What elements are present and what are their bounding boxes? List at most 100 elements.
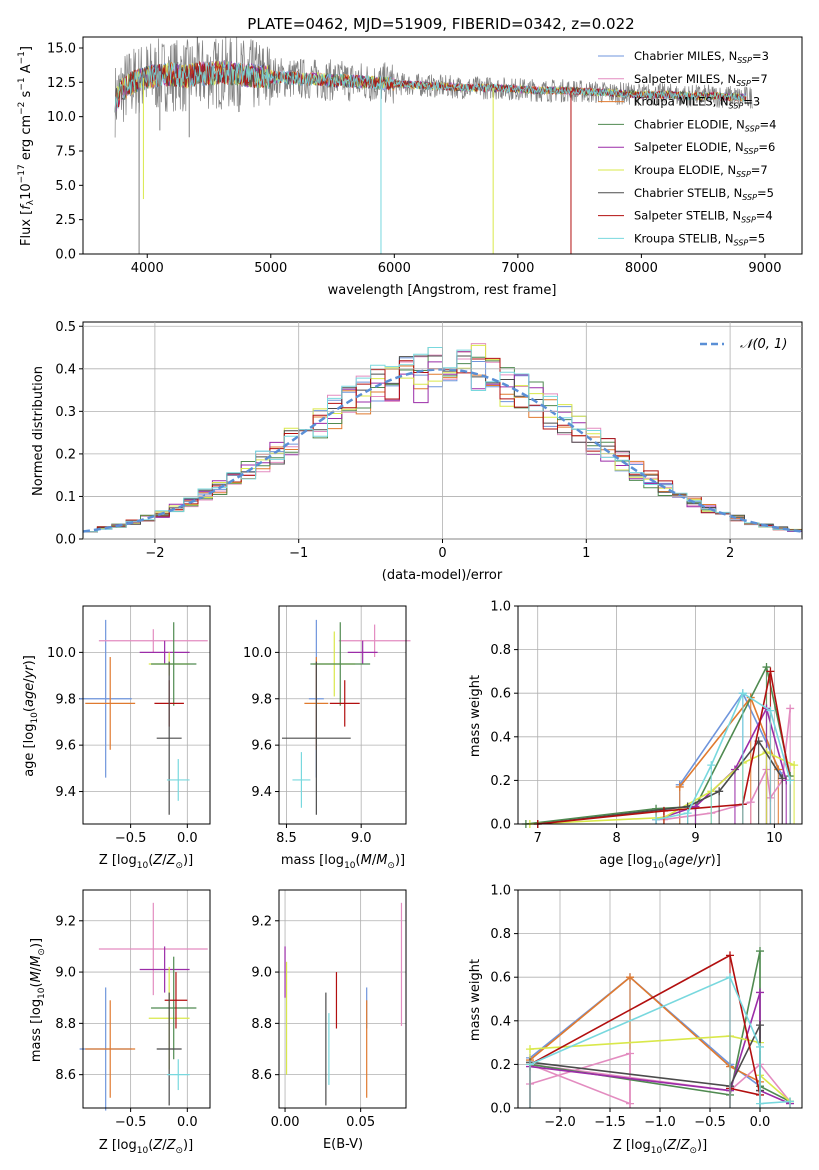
y-tick-label: 0.4: [490, 1014, 511, 1029]
y-tick-label: 9.8: [55, 692, 76, 707]
y-tick-label: 9.6: [251, 739, 272, 754]
y-tick-label: 9.4: [55, 785, 76, 800]
legend-value: =3: [743, 95, 760, 109]
x-tick-label: 0.00: [271, 1115, 300, 1130]
y-tick-label: 9.2: [251, 914, 272, 929]
weight-line-kroupa-elodie: [529, 751, 795, 825]
y-tick-label: 8.8: [251, 1017, 272, 1032]
y-tick-label: 0.4: [490, 730, 511, 745]
spectrum-ylabel: Flux [fλ10−17 erg cm−2 s−1 A−1]: [17, 46, 36, 246]
y-tick-label: 0.0: [55, 248, 76, 263]
x-tick-label: −2.0: [544, 1115, 576, 1130]
x-tick-label: 7000: [501, 261, 534, 276]
spectrum-title: PLATE=0462, MJD=51909, FIBERID=0342, z=0…: [247, 15, 634, 33]
legend-label: Kroupa STELIB, NSSP=5: [634, 231, 765, 247]
y-tick-label: 10.0: [47, 646, 76, 661]
y-tick-label: 9.0: [55, 966, 76, 981]
y-tick-label: 9.6: [55, 739, 76, 754]
y-tick-label: 0.0: [490, 818, 511, 833]
x-tick-label: −1.5: [594, 1115, 626, 1130]
legend-subscript: SSP: [734, 238, 749, 247]
legend-label: Chabrier STELIB, NSSP=5: [634, 186, 774, 202]
y-tick-label: 0.2: [490, 774, 511, 789]
y-tick-label: 8.6: [55, 1068, 76, 1083]
age-vs-z-ylabel: age [log10(age/yr)]: [22, 655, 40, 777]
y-tick-label: 1.0: [490, 884, 511, 899]
weight-vs-z-panel-frame: [517, 889, 803, 1109]
spectrum-frame: [82, 36, 803, 255]
spectrum-plot-area: [114, 37, 753, 254]
x-tick-label: 0.0: [750, 1115, 771, 1130]
y-tick-label: 9.0: [251, 966, 272, 981]
weight-line-chabrier-miles: [529, 976, 761, 1087]
y-tick-label: 5.0: [55, 179, 76, 194]
y-tick-label: 9.4: [251, 785, 272, 800]
x-tick-label: 5000: [254, 261, 287, 276]
x-tick-label: −1: [289, 546, 308, 561]
x-tick-label: 4000: [131, 261, 164, 276]
spectrum-xlabel: wavelength [Angstrom, rest frame]: [328, 283, 557, 298]
legend-value: =7: [751, 163, 768, 177]
y-tick-label: 7.5: [55, 144, 76, 159]
mass-vs-ebv-panel: 0.00 0.05 8.6 8.8 9.0 9.2: [251, 889, 407, 1130]
age-vs-z-panel: −0.5 0.0 9.4 9.6 9.8 10.0: [47, 605, 211, 846]
age-vs-z-panel-frame: [82, 605, 211, 825]
x-tick-label: 7: [534, 831, 542, 846]
weight-line-kroupa-stelib: [655, 692, 791, 821]
y-tick-label: 8.6: [251, 1068, 272, 1083]
mass-vs-z-ylabel: mass [log10(M/M⊙)]: [29, 938, 47, 1062]
y-tick-label: 8.8: [55, 1017, 76, 1032]
spectrum-panel: PLATE=0462, MJD=51909, FIBERID=0342, z=0…: [17, 15, 803, 298]
x-tick-label: 8: [612, 831, 620, 846]
y-tick-label: 0.0: [490, 1102, 511, 1117]
legend-value: =6: [758, 140, 775, 154]
x-tick-label: 2: [726, 546, 734, 561]
legend-label: Chabrier MILES, NSSP=3: [634, 49, 769, 65]
x-tick-label: 0: [438, 546, 446, 561]
weight-vs-z-panel: −2.0 −1.5 −1.0 −0.5 0.0 0.0 0.2 0.4 0.6 0.8 1.0: [490, 884, 803, 1130]
age-vs-mass-xlabel: mass [log10(M/M⊙)]: [281, 853, 405, 871]
y-tick-label: 15.0: [47, 41, 76, 56]
mass-vs-z-xlabel: Z [log10(Z/Z⊙)]: [99, 1138, 193, 1156]
y-tick-label: 9.2: [55, 914, 76, 929]
legend-value: =3: [752, 49, 769, 63]
legend-label: Salpeter STELIB, NSSP=4: [634, 209, 773, 225]
x-tick-label: −2: [145, 546, 164, 561]
weight-vs-age-panel-frame: [517, 605, 803, 825]
y-tick-label: 0.6: [490, 971, 511, 986]
legend-value: =5: [757, 186, 774, 200]
y-tick-label: 0.0: [55, 533, 76, 548]
x-tick-label: 9.0: [351, 831, 372, 846]
residual-panel: −2 −1 0 1 2 0.0 0.1 0.2 0.3 0.4 0.5 (data-model)/e…: [31, 320, 803, 583]
y-tick-label: 2.5: [55, 213, 76, 228]
x-tick-label: −0.5: [694, 1115, 726, 1130]
spectrum-lines: [114, 37, 753, 254]
legend-value: =4: [760, 117, 777, 131]
x-tick-label: 0.0: [177, 1115, 198, 1130]
weight-line-kroupa-miles: [529, 976, 761, 1083]
weight-vs-age-ylabel: mass weight: [468, 675, 483, 757]
x-tick-label: 1: [582, 546, 590, 561]
y-tick-label: 10.0: [243, 646, 272, 661]
spectrum-legend: Chabrier MILES, NSSP=3 Salpeter MILES, NS…: [598, 49, 776, 247]
weight-line-salpeter-stelib: [529, 954, 762, 1096]
x-tick-label: −0.5: [115, 831, 147, 846]
y-tick-label: 0.2: [55, 447, 76, 462]
legend-subscript: SSP: [736, 170, 751, 179]
y-tick-label: 0.2: [490, 1058, 511, 1073]
legend-subscript: SSP: [737, 56, 752, 65]
legend-label: Salpeter ELODIE, NSSP=6: [634, 140, 775, 156]
y-tick-label: 0.1: [55, 490, 76, 505]
mass-vs-z-panel-frame: [82, 889, 211, 1109]
residual-legend: 𝒩(0, 1): [700, 337, 787, 352]
mass-vs-ebv-panel-frame: [278, 889, 407, 1109]
x-tick-label: 8.5: [276, 831, 297, 846]
y-tick-label: 9.8: [251, 692, 272, 707]
weight-vs-age-panel: 7 8 9 10 0.0 0.2 0.4 0.6 0.8 1.0: [490, 600, 803, 846]
x-tick-label: 6000: [378, 261, 411, 276]
legend-value: =4: [756, 209, 773, 223]
parameter-panels: −0.5 0.0 9.4 9.6 9.8 10.0 8.5 9.0 9.4 9.6 9.8 10.0 7…: [47, 600, 803, 1130]
legend-subscript: SSP: [736, 79, 751, 88]
y-tick-label: 0.8: [490, 927, 511, 942]
